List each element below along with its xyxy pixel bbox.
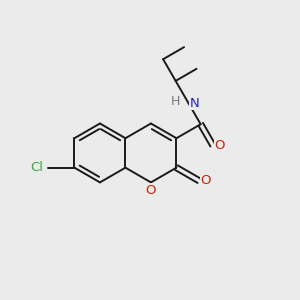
Text: H: H	[171, 95, 180, 108]
Text: O: O	[214, 139, 225, 152]
Text: Cl: Cl	[31, 161, 44, 174]
Text: O: O	[200, 174, 211, 187]
Text: N: N	[190, 97, 200, 110]
Text: O: O	[146, 184, 156, 197]
